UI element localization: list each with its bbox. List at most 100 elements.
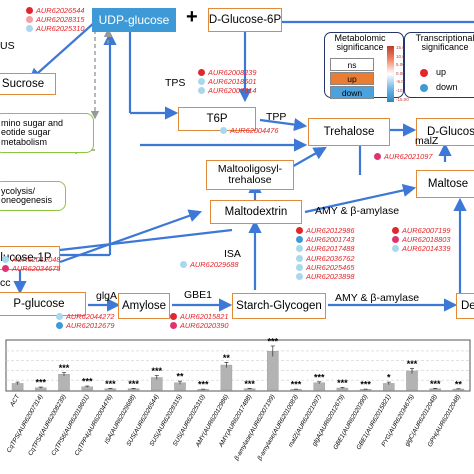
enzyme-label-isa: ISA bbox=[224, 248, 241, 260]
gene-name: AUR62034675 bbox=[12, 264, 61, 274]
significance-label: *** bbox=[244, 379, 255, 389]
gene-glga-0: AUR62044272 bbox=[56, 312, 115, 321]
maltooligosyl-trehalose-node: Maltooligosyl- trehalose bbox=[206, 160, 294, 190]
gene-status-dot bbox=[2, 265, 9, 273]
significance-label: *** bbox=[268, 338, 279, 346]
gene-tps-0: AUR62008239 bbox=[198, 68, 257, 77]
gene-name: AUR62017488 bbox=[306, 244, 355, 254]
significance-label: *** bbox=[198, 380, 209, 390]
gene-glga-1: AUR62012679 bbox=[56, 321, 115, 330]
metabolomic-colorbar bbox=[387, 46, 394, 102]
transcriptional-legend bbox=[404, 32, 474, 98]
udp-glucose-node: UDP-glucose bbox=[92, 8, 176, 32]
d-glucose-6p-node: D-Glucose-6P bbox=[208, 8, 282, 32]
gene-name: AUR62001743 bbox=[306, 235, 355, 245]
gene-status-dot bbox=[180, 261, 187, 268]
legend-label-down: down bbox=[436, 82, 458, 92]
gene-name: AUR62012679 bbox=[66, 321, 115, 331]
plus-sign: + bbox=[186, 6, 198, 28]
enzyme-label-malz: malZ bbox=[415, 135, 439, 147]
gene-status-dot bbox=[296, 245, 303, 253]
legend-chip-ns: ns bbox=[330, 58, 374, 71]
significance-label: ** bbox=[455, 379, 463, 389]
maltose-node: Maltose bbox=[416, 170, 474, 198]
bar bbox=[313, 382, 325, 391]
significance-label: *** bbox=[152, 366, 163, 376]
gene-malz-0: AUR62021097 bbox=[374, 152, 433, 161]
colorbar-tick: 10.00 bbox=[396, 53, 408, 59]
significance-label: *** bbox=[337, 378, 348, 388]
glucose-1p-node: lucose-1P bbox=[0, 246, 60, 270]
gene-amy_left-1: AUR62001743 bbox=[296, 235, 355, 244]
gene-cc-1: AUR62034675 bbox=[2, 264, 61, 273]
glycolysis-node: ycolysis/ oneogenesis bbox=[0, 181, 66, 211]
gene-status-dot bbox=[26, 25, 33, 33]
x-tick-label: β-amylase(AUR62007199) bbox=[233, 394, 277, 463]
legend-dot-down bbox=[420, 84, 428, 92]
gene-amy_right-1: AUR62018803 bbox=[392, 235, 451, 244]
gene-name: AUR62026544 bbox=[36, 6, 85, 15]
legend-dot-up bbox=[420, 69, 428, 77]
transcriptional-legend-title: Transcriptional significance bbox=[415, 33, 474, 53]
gene-name: AUR62012986 bbox=[306, 226, 355, 235]
gene-name: AUR62007314 bbox=[208, 86, 257, 96]
sucrose-node: Sucrose bbox=[0, 73, 56, 95]
gene-name: AUR62014339 bbox=[402, 244, 451, 254]
gene-status-dot bbox=[56, 313, 63, 320]
enzyme-label-gbe1: GBE1 bbox=[184, 289, 213, 301]
gene-name: AUR62008239 bbox=[208, 68, 257, 77]
edge-udp-sucrose bbox=[28, 21, 96, 82]
edge-maltooligo-trehalose bbox=[289, 146, 327, 169]
gene-name: AUR62004476 bbox=[230, 126, 279, 135]
qpcr-bar-chart: ACT *** CqTPS(AUR62007314) *** CqTPS4(AUR620… bbox=[0, 336, 474, 474]
significance-label: *** bbox=[105, 379, 116, 389]
significance-label: *** bbox=[291, 380, 302, 390]
x-tick-label: β-amylase(AUR62010083) bbox=[256, 394, 300, 463]
legend-chip-up: up bbox=[330, 72, 374, 85]
edge-starch-g1p bbox=[59, 228, 233, 252]
significance-label: *** bbox=[407, 359, 418, 369]
gene-status-dot bbox=[374, 153, 381, 160]
colorbar-tick: -15.00 bbox=[396, 96, 409, 102]
gene-amy_left-5: AUR62023898 bbox=[296, 272, 355, 281]
gene-sus-1: AUR62028315 bbox=[26, 15, 85, 24]
gene-status-dot bbox=[56, 322, 63, 330]
significance-label: *** bbox=[360, 380, 371, 390]
significance-label: * bbox=[387, 373, 391, 383]
colorbar-tick: -5.00 bbox=[396, 79, 407, 85]
significance-label: *** bbox=[59, 363, 70, 373]
enzyme-label-tps: TPS bbox=[165, 77, 186, 89]
gene-name: AUR62023898 bbox=[306, 272, 355, 281]
gene-amy_right-2: AUR62014339 bbox=[392, 244, 451, 253]
gene-gbe1-0: AUR62015821 bbox=[170, 312, 229, 321]
edge-t6p-trehalose bbox=[259, 118, 308, 132]
gene-name: AUR62029688 bbox=[190, 260, 239, 269]
gene-tps-1: AUR62018601 bbox=[198, 77, 257, 86]
edge-g1p-maltodextrin bbox=[59, 209, 203, 264]
gene-name: AUR62025465 bbox=[306, 262, 355, 272]
gene-name: AUR62015821 bbox=[180, 312, 229, 321]
dextrin-node: De bbox=[456, 293, 474, 319]
gene-name: AUR62007199 bbox=[402, 226, 451, 235]
enzyme-label-tpp: TPP bbox=[266, 111, 287, 123]
qpcr-chart-svg: ACT***CqTPS(AUR62007314)***CqTPS4(AUR620… bbox=[5, 336, 471, 463]
gene-amy_right-0: AUR62007199 bbox=[392, 226, 451, 235]
gene-name: AUR62020390 bbox=[180, 321, 229, 331]
bar bbox=[267, 351, 279, 391]
gene-status-dot bbox=[170, 322, 177, 330]
gene-name: AUR62036762 bbox=[306, 253, 355, 263]
d-glucose-node: D-Glucos bbox=[416, 118, 474, 146]
gene-status-dot bbox=[296, 254, 303, 262]
gene-status-dot bbox=[2, 256, 9, 263]
gene-status-dot bbox=[220, 127, 227, 134]
legend-label-up: up bbox=[436, 67, 447, 77]
gene-status-dot bbox=[198, 78, 205, 86]
colorbar-tick: -10.00 bbox=[396, 88, 409, 93]
metabolomic-legend-title: Metabolomic significance bbox=[334, 33, 386, 53]
significance-label: *** bbox=[82, 377, 93, 387]
gene-name: AUR62012048 bbox=[12, 255, 61, 264]
gene-status-dot bbox=[170, 313, 177, 320]
enzyme-label-sus: US bbox=[0, 40, 15, 52]
gene-status-dot bbox=[392, 227, 399, 234]
